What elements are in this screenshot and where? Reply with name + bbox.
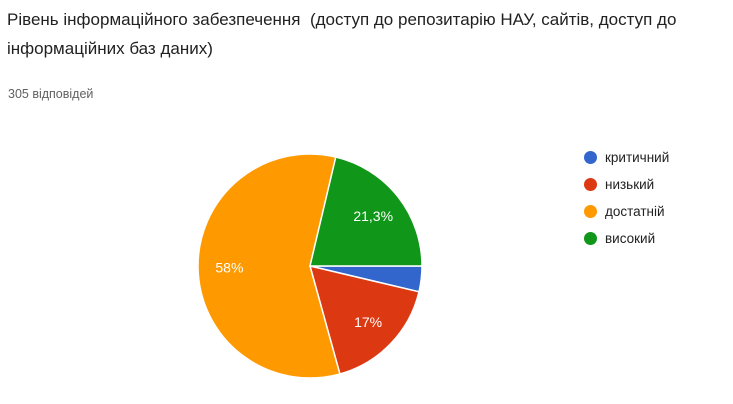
legend-color-dot: [584, 178, 597, 191]
pie-chart: 17% 58% 21,3%: [197, 153, 423, 379]
legend-color-dot: [584, 151, 597, 164]
pie-slice-label: 58%: [215, 260, 243, 276]
legend-label: достатній: [605, 204, 665, 219]
legend-item: достатній: [584, 198, 669, 225]
pie-slice-label: 17%: [354, 314, 382, 330]
pie-slice[interactable]: [308, 264, 420, 375]
legend-item: низький: [584, 171, 669, 198]
pie-slice[interactable]: [309, 156, 423, 267]
question-title: Рівень інформаційного забезпечення (дост…: [7, 10, 682, 58]
pie-slice-label: 21,3%: [353, 208, 393, 224]
legend-label: низький: [605, 177, 655, 192]
legend-label: високий: [605, 231, 656, 246]
legend-color-dot: [584, 205, 597, 218]
pie-chart-area: 17% 58% 21,3%: [197, 153, 423, 379]
legend-color-dot: [584, 232, 597, 245]
legend: критичний низький достатній високий: [584, 144, 669, 252]
pie-slice[interactable]: [197, 153, 341, 379]
legend-item: високий: [584, 225, 669, 252]
responses-count: 305 відповідей: [8, 87, 94, 101]
legend-label: критичний: [605, 150, 670, 165]
legend-item: критичний: [584, 144, 669, 171]
